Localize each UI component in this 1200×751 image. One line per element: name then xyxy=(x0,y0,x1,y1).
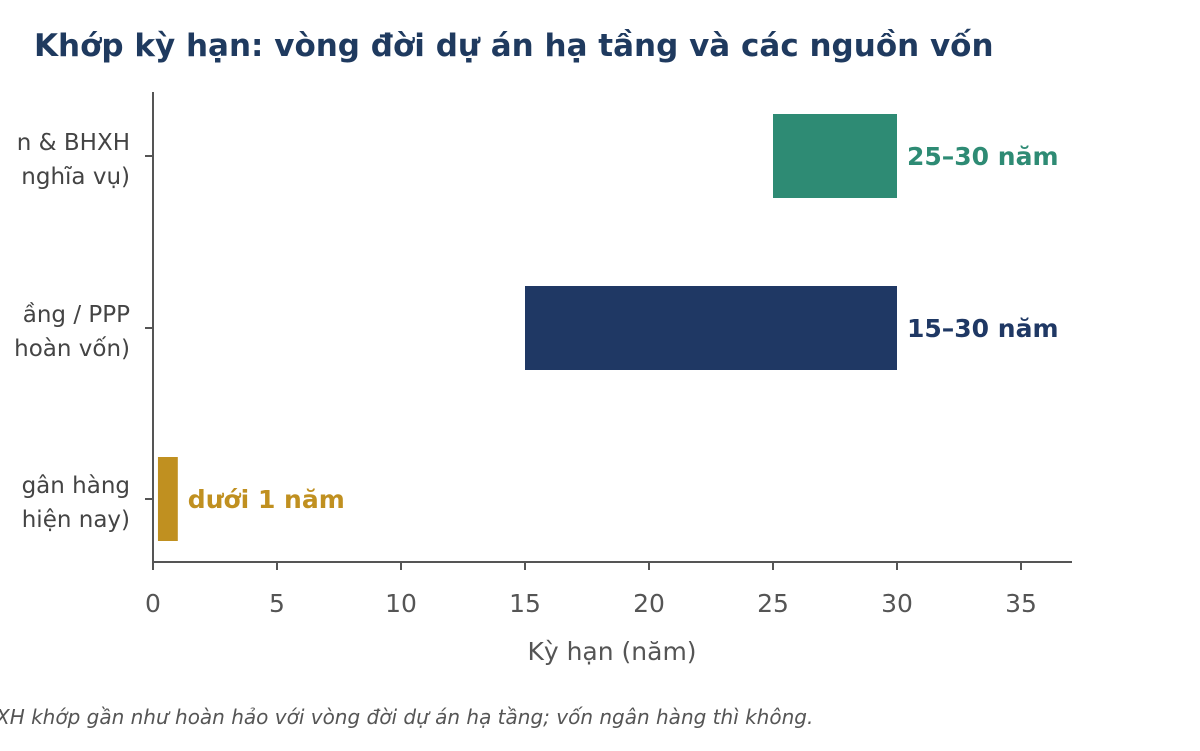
x-tick-label: 35 xyxy=(1005,589,1037,618)
bar xyxy=(157,457,178,541)
x-tick-label: 15 xyxy=(509,589,541,618)
chart-title: Khớp kỳ hạn: vòng đời dự án hạ tầng và c… xyxy=(34,28,994,64)
x-tick-label: 0 xyxy=(145,589,161,618)
x-tick-label: 10 xyxy=(385,589,417,618)
x-tick-label: 5 xyxy=(269,589,285,618)
x-axis-label: Kỳ hạn (năm) xyxy=(527,637,696,666)
category-label-line1: n & BHXH xyxy=(17,130,130,156)
bar xyxy=(773,114,897,198)
bar-value-label: 15–30 năm xyxy=(907,314,1059,343)
x-tick-label: 30 xyxy=(881,589,913,618)
category-label-line1: ầng / PPP xyxy=(23,302,130,328)
bar-value-label: 25–30 năm xyxy=(907,142,1059,171)
footnote: XH khớp gần như hoàn hảo với vòng đời dự… xyxy=(0,705,813,729)
bar-value-label: dưới 1 năm xyxy=(188,485,345,514)
category-label-line2: hoàn vốn) xyxy=(14,336,130,362)
category-label-line2: hiện nay) xyxy=(22,507,130,533)
category-label-line2: nghĩa vụ) xyxy=(21,164,130,190)
bar xyxy=(525,286,897,370)
x-tick-label: 25 xyxy=(757,589,789,618)
plot-area: 0 5 10 15 20 25 30 35 n & BHXH nghĩa vụ) 25–30 năm… xyxy=(14,92,1072,618)
x-tick-label: 20 xyxy=(633,589,665,618)
category-label-line1: gân hàng xyxy=(22,473,130,499)
